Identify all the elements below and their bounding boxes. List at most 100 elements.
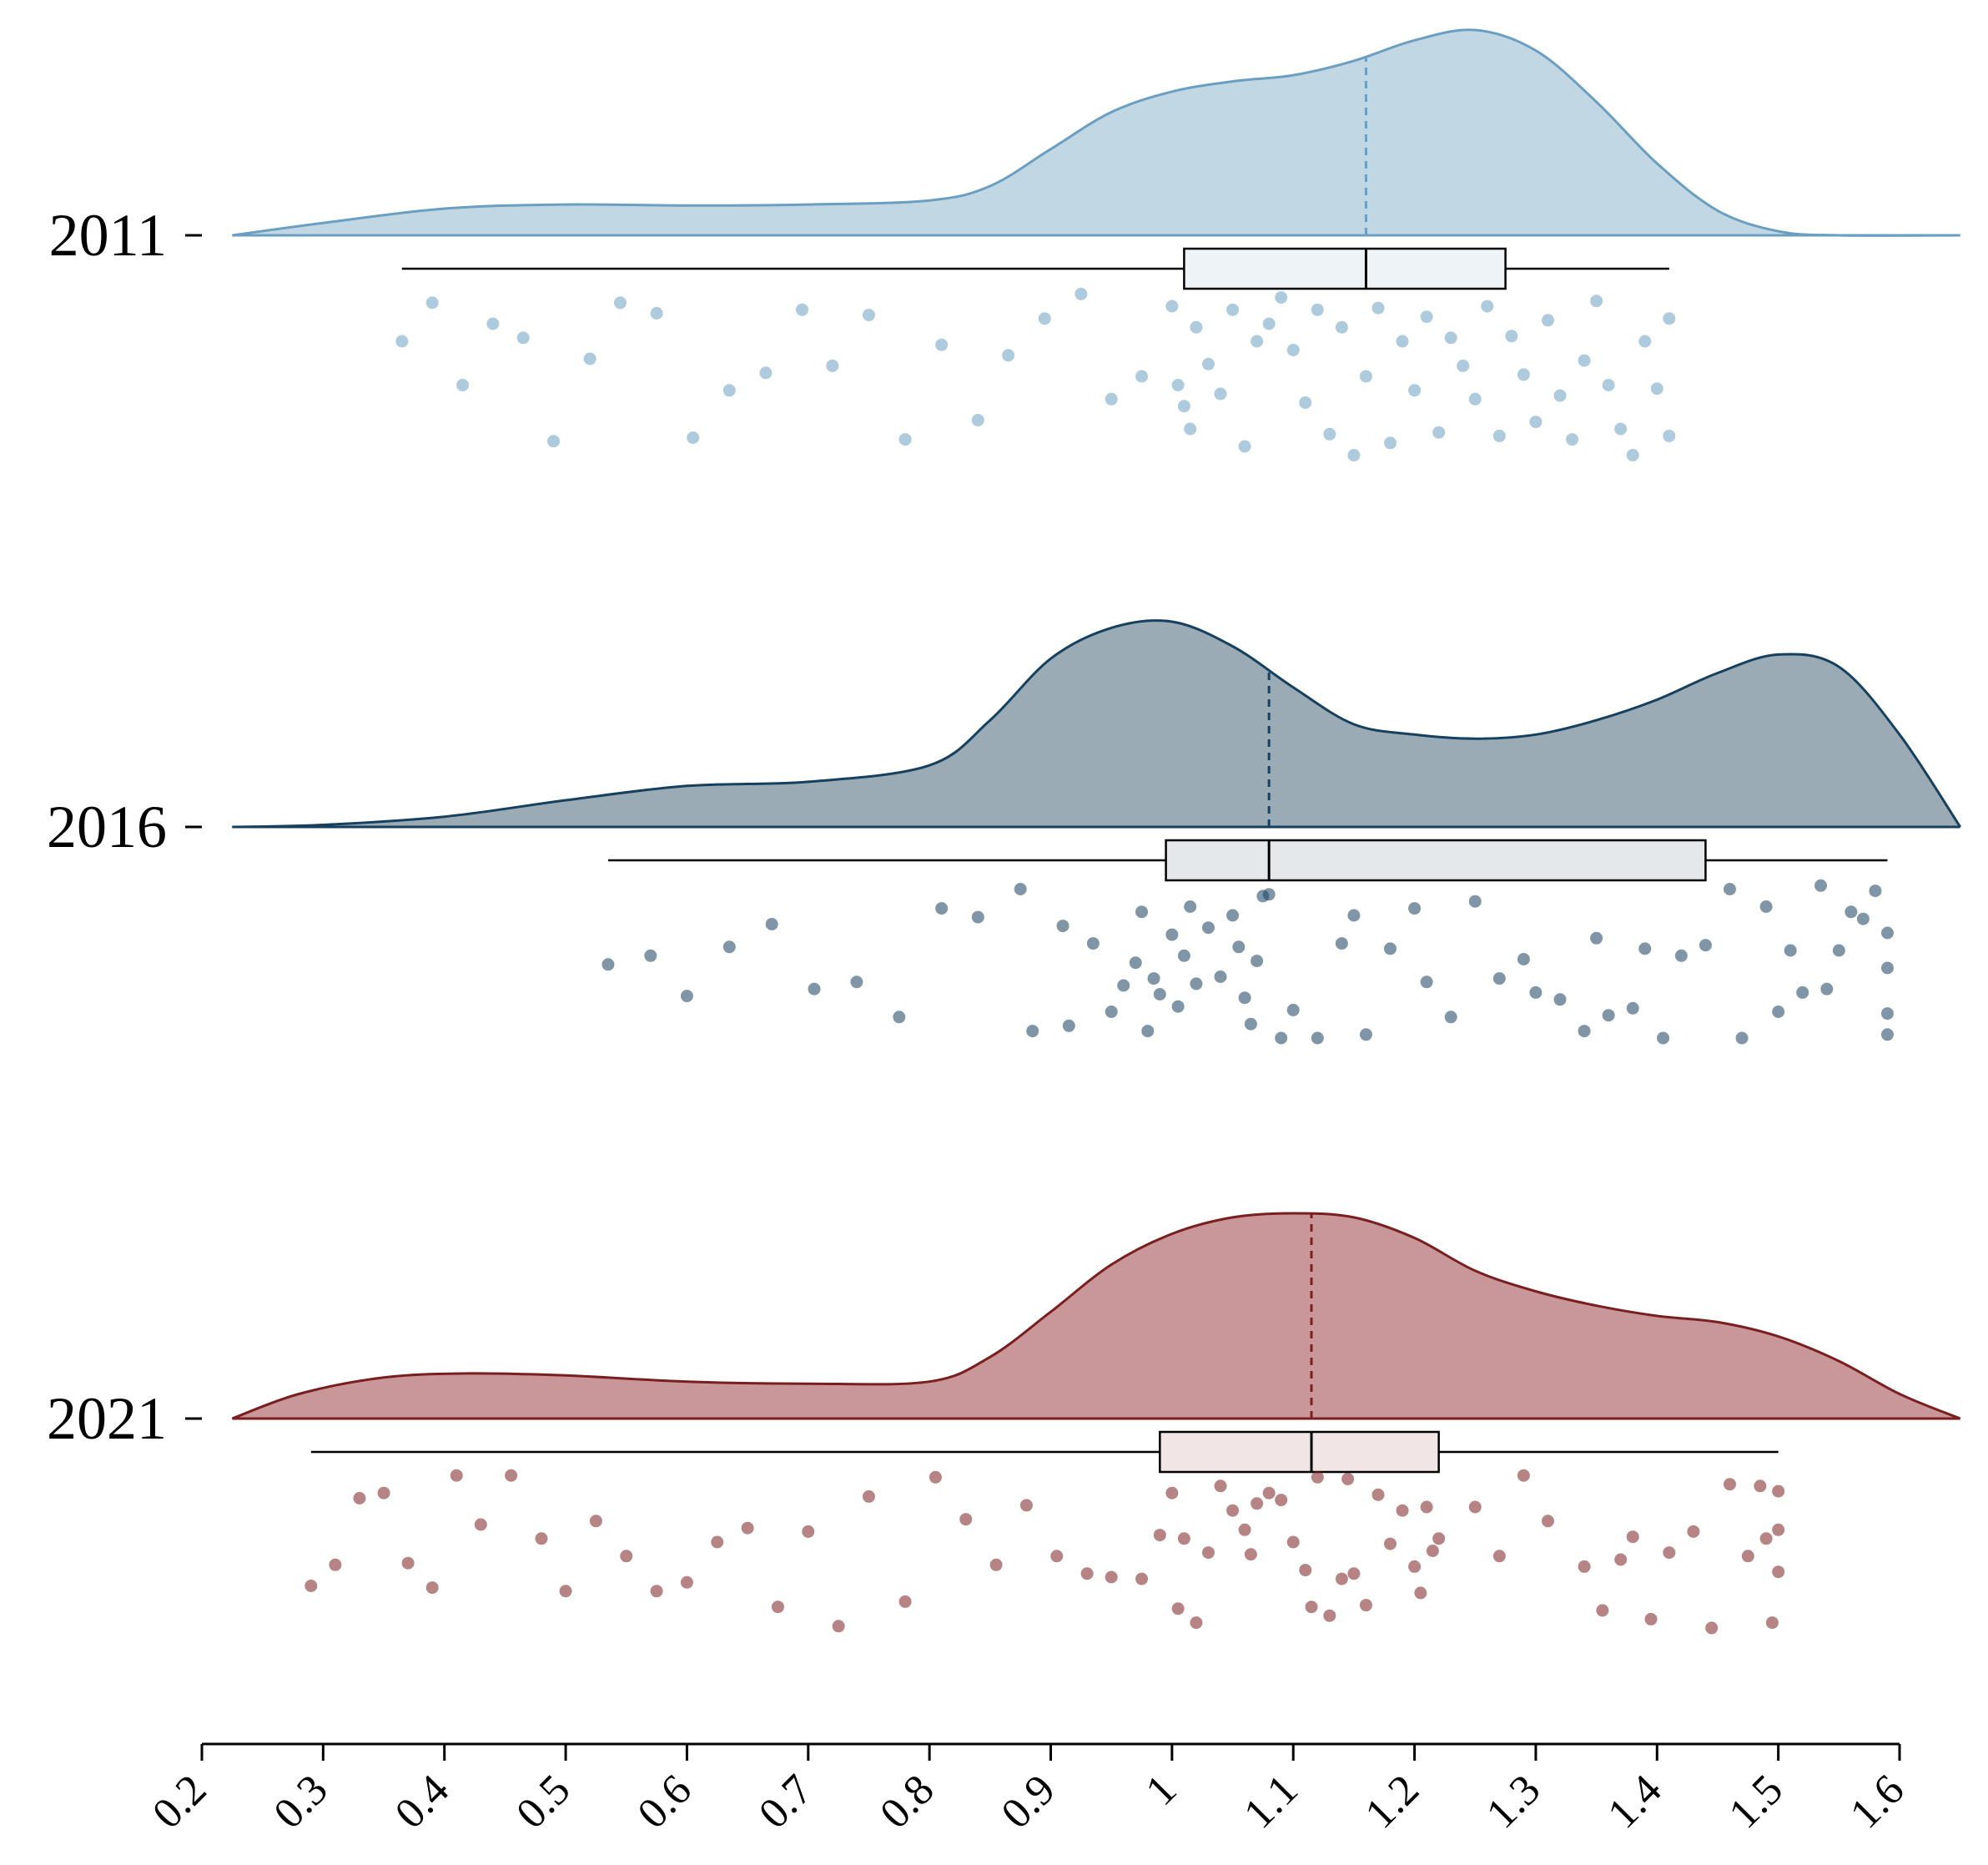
series-2011-point xyxy=(1275,291,1288,304)
series-2021-point xyxy=(1347,1567,1361,1580)
series-2011-point xyxy=(759,366,773,380)
series-2011-point xyxy=(1002,349,1015,362)
x-tick-label: 0.8 xyxy=(871,1766,943,1837)
series-2021-point xyxy=(401,1556,415,1570)
series-2011-point xyxy=(1190,320,1203,334)
series-2021-point xyxy=(1019,1499,1033,1512)
series-2011-point xyxy=(1184,422,1197,436)
series-2021-point xyxy=(1614,1553,1628,1566)
series-2021-point xyxy=(1541,1515,1554,1528)
series-2011-point xyxy=(1251,335,1264,348)
series-2011-point xyxy=(826,359,839,372)
series-2021-point xyxy=(1384,1537,1397,1550)
series-2016-point xyxy=(1832,944,1845,957)
series-2016-point xyxy=(1492,972,1506,985)
series-2021-point xyxy=(1153,1529,1166,1542)
series-2021-point xyxy=(862,1489,875,1503)
series-2016-point xyxy=(1147,972,1160,985)
series-2016-point xyxy=(1553,993,1567,1006)
series-2016-box xyxy=(1165,839,1707,882)
series-2016-point xyxy=(1626,1001,1639,1015)
series-2011-point xyxy=(1396,335,1409,348)
series-2011-point xyxy=(1590,295,1603,308)
series-2011-point xyxy=(722,384,736,397)
series-2021-point xyxy=(1177,1532,1190,1545)
series-2016-point xyxy=(893,1011,906,1024)
series-2016-point xyxy=(1153,988,1166,1001)
series-2016-point xyxy=(1086,937,1100,950)
series-2016-point xyxy=(1814,879,1828,892)
series-2016-point xyxy=(1056,920,1069,933)
x-tick-label: 0.7 xyxy=(750,1766,822,1837)
series-2016-point xyxy=(1674,949,1688,962)
series-2011-point xyxy=(1201,357,1215,370)
series-2021-point xyxy=(589,1515,602,1528)
series-2021-point xyxy=(1371,1488,1385,1501)
series-2016-point xyxy=(1251,955,1264,968)
series-2016-point xyxy=(1190,977,1203,990)
series-2011-point xyxy=(1359,370,1372,383)
series-2016-point xyxy=(1880,926,1894,940)
series-2016-point xyxy=(1444,1011,1457,1024)
series-2016-point xyxy=(1699,939,1712,952)
series-2011-point xyxy=(1038,312,1051,325)
series-2016-point xyxy=(1171,1000,1185,1013)
series-2021-point xyxy=(1426,1545,1439,1557)
series-2011-point xyxy=(1408,384,1422,397)
series-2021-point xyxy=(474,1518,487,1531)
series-2016-point xyxy=(1468,895,1482,908)
series-2021-point xyxy=(1396,1504,1409,1517)
series-2011-box xyxy=(1183,247,1507,290)
series-2011-point xyxy=(395,335,409,348)
series-2021-point xyxy=(304,1580,318,1592)
series-2021-point xyxy=(450,1469,463,1482)
series-2021-point xyxy=(377,1486,390,1500)
series-2021-point xyxy=(959,1513,973,1526)
series-2016-label: 2016 xyxy=(47,794,167,860)
series-2021-point xyxy=(1323,1609,1336,1622)
series-2011-point xyxy=(583,352,596,365)
series-2021-point xyxy=(1311,1470,1324,1484)
series-2016-point xyxy=(1529,985,1543,999)
series-2021-point xyxy=(1626,1530,1639,1544)
series-2016-point xyxy=(1517,953,1530,965)
series-2011-point xyxy=(796,303,809,316)
series-2021-point xyxy=(1663,1546,1676,1560)
series-2021-point xyxy=(1705,1621,1719,1635)
series-2011-point xyxy=(1335,320,1348,334)
series-2016-point xyxy=(1335,937,1348,950)
series-2011-point xyxy=(456,379,470,391)
series-2016-point xyxy=(644,949,657,962)
series-2011-point xyxy=(1444,331,1457,345)
series-2021-point xyxy=(650,1585,663,1598)
series-2021-density-outline xyxy=(231,1212,1961,1420)
series-2021-point xyxy=(1596,1604,1609,1617)
series-2016-point xyxy=(1359,1028,1372,1041)
series-2011-point xyxy=(898,433,912,446)
series-2011-point xyxy=(1432,426,1446,439)
series-2021-point xyxy=(1341,1472,1355,1485)
x-tick-label: 0.3 xyxy=(265,1766,337,1837)
x-tick-label: 0.6 xyxy=(629,1766,701,1837)
series-2016-point xyxy=(1638,942,1652,955)
series-2021-point xyxy=(1754,1479,1767,1493)
series-2011-point xyxy=(1553,389,1567,402)
series-2021-point xyxy=(1135,1572,1149,1585)
series-2011-point xyxy=(1578,354,1591,367)
series-2016-point xyxy=(1184,900,1197,913)
series-2016-point xyxy=(1420,975,1433,989)
series-2021-point xyxy=(1299,1564,1312,1577)
series-2011-point xyxy=(1566,433,1579,446)
series-2021-point xyxy=(505,1469,518,1482)
x-tick-label: 1 xyxy=(1137,1766,1186,1815)
series-2016-point xyxy=(1014,883,1027,895)
series-2021-point xyxy=(1165,1486,1179,1500)
series-2021-point xyxy=(425,1581,439,1595)
series-2021-point xyxy=(353,1492,366,1505)
series-2016-point xyxy=(1201,921,1215,935)
x-tick-label: 0.9 xyxy=(993,1766,1064,1837)
series-2011-point xyxy=(1238,440,1251,453)
series-2021-density-fill xyxy=(232,1213,1960,1419)
series-2016-point xyxy=(1735,1031,1749,1045)
series-2016-point xyxy=(1820,982,1834,996)
